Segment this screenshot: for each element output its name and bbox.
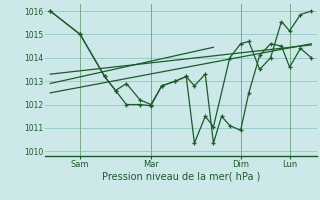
- X-axis label: Pression niveau de la mer( hPa ): Pression niveau de la mer( hPa ): [102, 172, 260, 182]
